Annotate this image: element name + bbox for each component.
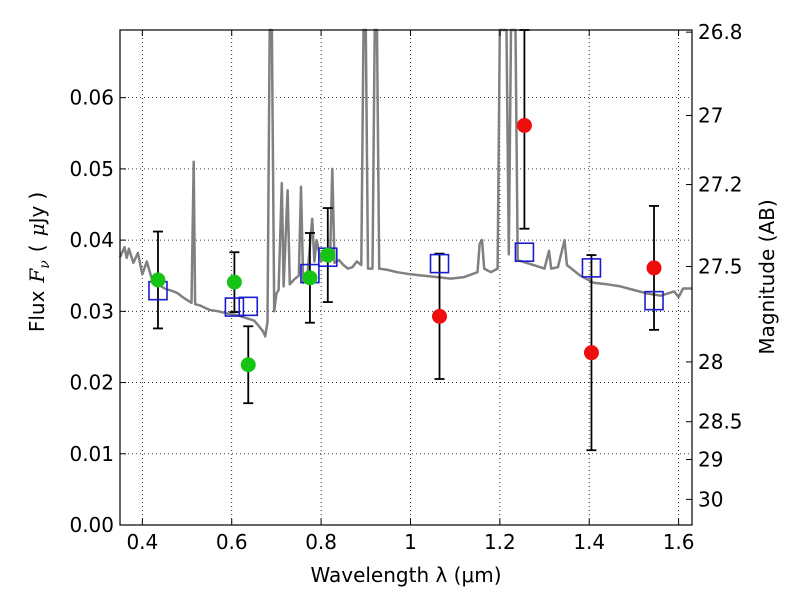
y2-axis-label: Magnitude (AB) — [755, 199, 779, 354]
model-band-square — [514, 242, 535, 263]
model-spectrum — [118, 28, 692, 338]
mag-tick-label: 30 — [698, 487, 723, 511]
model-band-square — [224, 297, 245, 317]
model-spectrum-line — [118, 28, 692, 338]
model-band-square — [581, 258, 602, 278]
mag-tick-label: 28.5 — [698, 410, 743, 434]
green-data-point — [150, 272, 166, 288]
mag-tick-label: 28 — [698, 350, 723, 374]
model-band-square — [644, 290, 664, 311]
ticks: 0.4 0.6 0.8 1 1.2 1.4 1.6 0.00 0.01 0.02 0.03 0.04 0… — [69, 20, 742, 554]
x-tick-label: 0.8 — [305, 530, 337, 554]
x-tick-label: 1 — [404, 530, 417, 554]
y-tick-label: 0.04 — [69, 228, 114, 252]
y-tick-label: 0.03 — [69, 299, 114, 323]
red-data-point — [583, 345, 599, 361]
green-data-point — [226, 274, 242, 290]
red-data-point — [516, 117, 532, 133]
y-label-sub: ν — [37, 260, 53, 269]
data-points — [150, 117, 662, 373]
mag-tick-label: 29 — [698, 447, 723, 471]
y-tick-label: 0.02 — [69, 371, 114, 395]
y-label-unit-jy: Jy — [25, 205, 49, 225]
green-data-point — [302, 270, 318, 286]
y-label-close: ) — [25, 192, 49, 200]
y-tick-label: 0.00 — [69, 513, 114, 537]
y-tick-label: 0.05 — [69, 157, 114, 181]
green-data-point — [240, 357, 256, 373]
x-tick-label: 0.4 — [126, 530, 158, 554]
plot-frame — [119, 29, 693, 526]
y-label-flux: Flux — [25, 290, 49, 332]
mag-tick-label: 27.2 — [698, 173, 743, 197]
y-tick-label: 0.06 — [69, 86, 114, 110]
x-tick-label: 1.4 — [573, 530, 605, 554]
x-axis-label: Wavelength λ (μm) — [310, 563, 501, 587]
x-tick-label: 0.6 — [216, 530, 248, 554]
y-tick-label: 0.01 — [69, 442, 114, 466]
y-label-open: ( — [25, 244, 49, 252]
mag-tick-label: 26.8 — [698, 20, 743, 44]
red-data-point — [646, 260, 662, 276]
x-tick-label: 1.6 — [663, 530, 695, 554]
red-data-point — [432, 308, 448, 324]
model-band-square — [429, 253, 450, 274]
mag-tick-label: 27 — [698, 103, 723, 127]
y-axis-label: Flux Fν ( μJy) — [25, 192, 53, 332]
green-data-point — [320, 247, 336, 263]
x-tick-label: 1.2 — [484, 530, 516, 554]
mag-tick-label: 27.5 — [698, 254, 743, 278]
y-label-unit-mu: μ — [25, 223, 49, 236]
y-label-var: F — [25, 268, 49, 284]
model-band-square — [238, 296, 259, 317]
